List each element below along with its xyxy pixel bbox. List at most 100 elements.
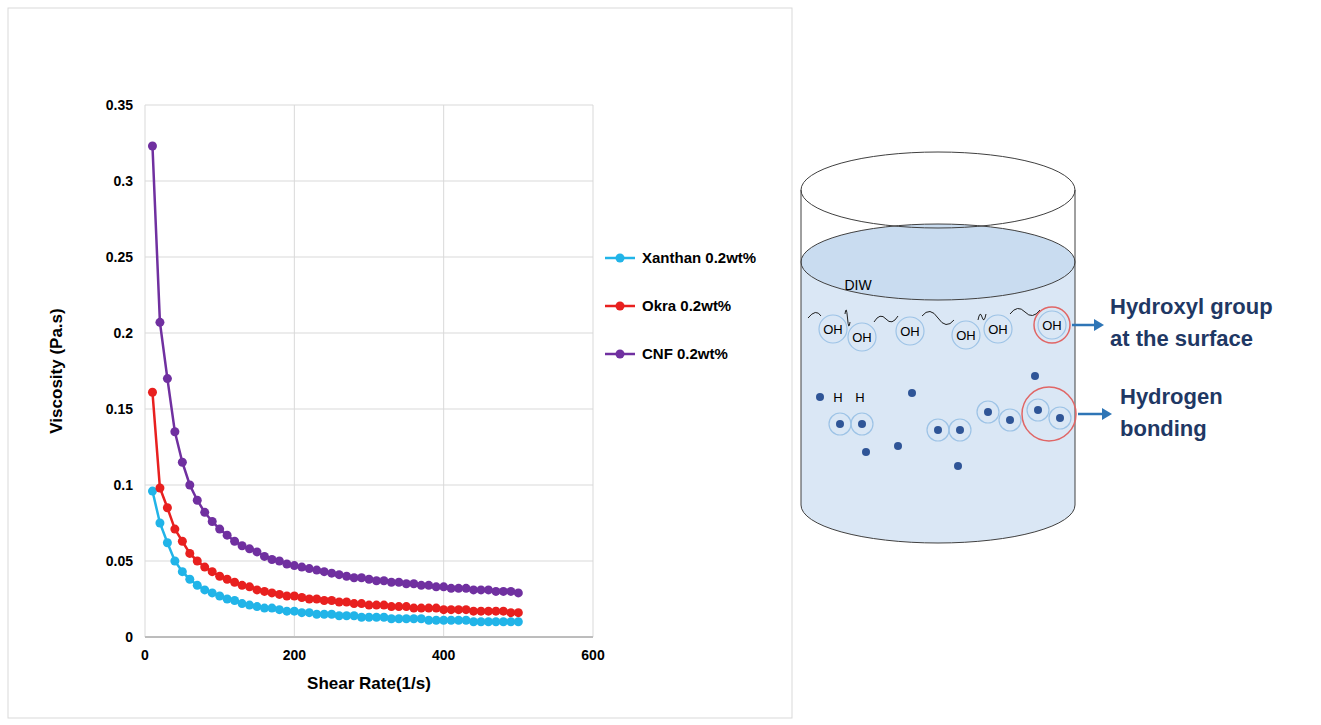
surface-group-label: OH bbox=[852, 330, 872, 345]
series-marker bbox=[185, 575, 194, 584]
x-tick-label: 0 bbox=[141, 647, 149, 663]
beaker-wall bbox=[801, 190, 1075, 543]
series-marker bbox=[312, 595, 321, 604]
chain-line bbox=[874, 316, 898, 322]
y-tick-label: 0.2 bbox=[114, 325, 134, 341]
liquid-surface bbox=[801, 224, 1075, 300]
series-marker bbox=[155, 484, 164, 493]
series-marker bbox=[327, 569, 336, 578]
series-marker bbox=[170, 557, 179, 566]
surface-group-label: OH bbox=[956, 328, 976, 343]
series-marker bbox=[327, 610, 336, 619]
plot-area bbox=[148, 142, 523, 627]
series-marker bbox=[267, 588, 276, 597]
series-marker bbox=[357, 599, 366, 608]
series-marker bbox=[462, 605, 471, 614]
callout-arrowhead bbox=[1102, 408, 1112, 420]
series-marker bbox=[275, 605, 284, 614]
series-marker bbox=[238, 581, 247, 590]
callout-label: at the surface bbox=[1110, 326, 1253, 351]
x-axis-line bbox=[145, 637, 593, 638]
series-line bbox=[152, 491, 518, 622]
molecule-dot bbox=[956, 426, 964, 434]
molecule-dot bbox=[816, 393, 824, 401]
y-grid-line bbox=[145, 105, 593, 106]
y-axis-title: Viscosity (Pa.s) bbox=[47, 308, 66, 433]
series-marker bbox=[260, 587, 269, 596]
chain-line bbox=[978, 314, 986, 320]
y-tick-label: 0.3 bbox=[114, 173, 134, 189]
series-marker bbox=[178, 458, 187, 467]
series-marker bbox=[439, 582, 448, 591]
y-grid-line bbox=[145, 333, 593, 334]
series-marker bbox=[267, 555, 276, 564]
series-marker bbox=[379, 613, 388, 622]
series-marker bbox=[379, 576, 388, 585]
series-marker bbox=[185, 549, 194, 558]
series-marker bbox=[462, 616, 471, 625]
series-marker bbox=[193, 496, 202, 505]
series-marker bbox=[432, 604, 441, 613]
hydrogen-label: H bbox=[855, 390, 864, 405]
series-marker bbox=[297, 593, 306, 602]
beaker-rim bbox=[801, 152, 1075, 228]
series-marker bbox=[208, 517, 217, 526]
series-marker bbox=[290, 591, 299, 600]
series-marker bbox=[462, 584, 471, 593]
series-marker bbox=[253, 602, 262, 611]
highlight-circle bbox=[1022, 387, 1076, 441]
callout-label: Hydroxyl group bbox=[1110, 294, 1273, 319]
group-circle bbox=[984, 315, 1012, 343]
x-grid-line bbox=[145, 105, 146, 637]
molecule-dot bbox=[894, 442, 902, 450]
series-marker bbox=[155, 318, 164, 327]
legend-label: Xanthan 0.2wt% bbox=[642, 249, 756, 266]
series-marker bbox=[155, 519, 164, 528]
chain-line bbox=[1010, 308, 1040, 315]
molecule-dot bbox=[1056, 414, 1064, 422]
bond-circle bbox=[927, 419, 949, 441]
surface-group-label: OH bbox=[823, 322, 843, 337]
y-tick-label: 0 bbox=[125, 629, 133, 645]
callout-arrowhead bbox=[1094, 319, 1104, 331]
series-marker bbox=[514, 588, 523, 597]
y-tick-label: 0.35 bbox=[106, 97, 133, 113]
molecule-dot bbox=[1034, 406, 1042, 414]
series-marker bbox=[178, 537, 187, 546]
y-grid-line bbox=[145, 409, 593, 410]
x-tick-label: 200 bbox=[283, 647, 307, 663]
molecule-dot bbox=[1006, 416, 1014, 424]
molecule-dot bbox=[836, 420, 844, 428]
series-marker bbox=[223, 595, 232, 604]
series-marker bbox=[514, 608, 523, 617]
series-marker bbox=[163, 374, 172, 383]
series-marker bbox=[170, 525, 179, 534]
series-marker bbox=[253, 585, 262, 594]
series-marker bbox=[499, 607, 508, 616]
bond-circle bbox=[949, 419, 971, 441]
series-marker bbox=[215, 525, 224, 534]
chain-line bbox=[808, 312, 821, 318]
series-marker bbox=[193, 581, 202, 590]
surface-group-label: OH bbox=[900, 324, 920, 339]
molecule-dot bbox=[954, 462, 962, 470]
series-marker bbox=[417, 614, 426, 623]
series-marker bbox=[148, 388, 157, 397]
group-circle bbox=[952, 321, 980, 349]
series-marker bbox=[238, 599, 247, 608]
group-circle bbox=[819, 315, 847, 343]
series-marker bbox=[305, 608, 314, 617]
legend-marker bbox=[616, 254, 625, 263]
series-marker bbox=[275, 590, 284, 599]
y-grid-line bbox=[145, 637, 593, 638]
series-marker bbox=[267, 604, 276, 613]
y-grid-line bbox=[145, 561, 593, 562]
x-grid-line bbox=[593, 105, 594, 637]
bond-circle bbox=[977, 401, 999, 423]
series-marker bbox=[297, 563, 306, 572]
series-marker bbox=[312, 566, 321, 575]
group-circle bbox=[896, 317, 924, 345]
series-marker bbox=[178, 567, 187, 576]
series-marker bbox=[379, 601, 388, 610]
callout-label: bonding bbox=[1120, 416, 1207, 441]
